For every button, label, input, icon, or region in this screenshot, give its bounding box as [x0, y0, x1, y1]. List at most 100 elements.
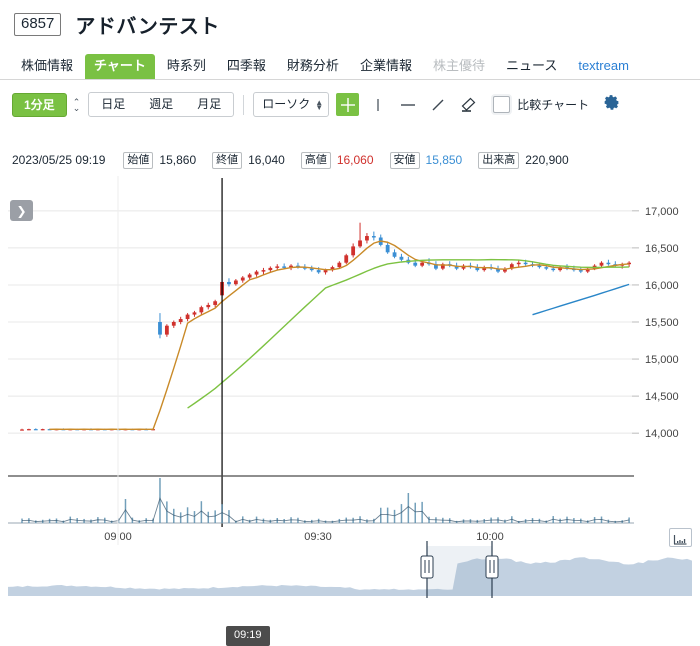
candle-body — [558, 267, 563, 271]
tab-textream[interactable]: textream — [578, 58, 629, 73]
period-button-group: 日足 週足 月足 — [88, 92, 235, 117]
candle-body — [289, 265, 293, 268]
chevron-updown-icon: ▲ ▼ — [315, 97, 324, 112]
candle-body — [282, 266, 287, 268]
stepper-down-icon[interactable]: ⌄ — [72, 102, 81, 113]
candle-body — [344, 255, 349, 263]
period-monthly[interactable]: 月足 — [197, 97, 222, 111]
vertical-line-tool-button[interactable] — [366, 93, 389, 116]
candle-body — [40, 429, 45, 431]
ohlc-info-bar: 2023/05/25 09:19 始値 15,860 終値 16,040 高値 … — [0, 147, 700, 173]
candle-body — [392, 252, 397, 257]
stepper-up-icon[interactable]: ⌃ — [72, 96, 81, 107]
candle-body — [323, 270, 328, 273]
y-axis-label: 14,500 — [645, 391, 679, 403]
y-axis-label: 15,000 — [645, 354, 679, 366]
candle-body — [551, 268, 556, 271]
settings-button[interactable] — [604, 94, 621, 116]
candle-body — [227, 281, 231, 285]
tab-financials[interactable]: 財務分析 — [286, 58, 339, 73]
candle-body — [240, 277, 245, 281]
chart-icon — [673, 535, 687, 545]
y-axis-label: 14,000 — [645, 428, 679, 440]
eraser-tool-button[interactable] — [456, 93, 479, 116]
info-close: 終値 16,040 — [212, 151, 285, 169]
candle-body — [302, 267, 307, 269]
candle-body — [337, 262, 342, 268]
candle-body — [503, 268, 507, 272]
candle-body — [309, 268, 314, 271]
compare-chart-checkbox[interactable] — [493, 96, 511, 113]
horizontal-line-tool-button[interactable] — [396, 93, 419, 116]
candle-body — [351, 246, 356, 256]
interval-tick-button[interactable]: 1分足 — [12, 92, 67, 117]
period-weekly[interactable]: 週足 — [149, 97, 174, 111]
tab-chart[interactable]: チャート — [85, 54, 155, 79]
x-axis-label: 09:30 — [304, 531, 332, 543]
chevron-right-icon: ❯ — [16, 203, 27, 218]
candle-body — [420, 262, 425, 266]
tab-company-info[interactable]: 企業情報 — [359, 58, 412, 73]
y-axis-label: 15,500 — [645, 317, 679, 329]
moving-average-line — [49, 240, 630, 431]
chart-type-value: ローソク — [262, 97, 311, 111]
info-open-label: 始値 — [123, 151, 154, 169]
price-chart-svg[interactable]: 17,000 16,500 16,000 15,500 15,000 14,500 14,0… — [0, 176, 700, 599]
tab-stock-info[interactable]: 株価情報 — [21, 58, 74, 73]
candle-body — [399, 256, 404, 260]
mini-chart-toggle-button[interactable] — [669, 528, 692, 547]
candle-body — [523, 262, 528, 265]
candle-body — [233, 280, 238, 285]
candle-body — [509, 264, 514, 269]
candle-body — [199, 307, 204, 313]
volume-outline — [21, 497, 630, 523]
x-axis-label: 10:00 — [476, 531, 504, 543]
info-low-label: 安値 — [389, 151, 420, 169]
info-high-label: 高値 — [300, 151, 331, 169]
info-volume: 出来高 220,900 — [478, 151, 569, 169]
candle-body — [434, 264, 438, 269]
info-close-value: 16,040 — [248, 153, 285, 167]
tab-shikiho[interactable]: 四季報 — [226, 58, 266, 73]
info-low-value: 15,850 — [425, 153, 463, 167]
candle-body — [440, 264, 445, 269]
expand-panel-button[interactable]: ❯ — [10, 200, 33, 221]
interval-stepper[interactable]: ⌃ ⌄ — [72, 96, 81, 113]
candle-body — [482, 267, 487, 271]
candle-body — [516, 262, 521, 265]
chart-background — [0, 176, 700, 599]
candle-body — [158, 322, 162, 335]
range-handle-left — [420, 555, 434, 579]
chart-type-select[interactable]: ローソク ▲ ▼ — [253, 92, 330, 117]
period-daily[interactable]: 日足 — [101, 97, 126, 111]
candle-body — [316, 270, 321, 273]
diagonal-line-icon — [432, 99, 444, 110]
info-close-label: 終値 — [212, 151, 243, 169]
candle-body — [247, 274, 252, 278]
info-low: 安値 15,850 — [389, 151, 463, 169]
candle-body — [606, 262, 611, 265]
tab-timeseries[interactable]: 時系列 — [166, 58, 206, 73]
candle-body — [454, 265, 459, 269]
candle-body — [627, 262, 631, 265]
horizontal-line-icon — [400, 103, 415, 106]
candle-body — [413, 262, 418, 266]
candle-body — [371, 236, 376, 238]
compare-chart-label: 比較チャート — [517, 98, 590, 112]
candle-body — [261, 270, 266, 272]
eraser-icon — [461, 97, 476, 112]
chart-toolbar: 1分足 ⌃ ⌄ 日足 週足 月足 ローソク ▲ ▼ — [0, 82, 700, 127]
tab-news[interactable]: ニュース — [505, 58, 558, 73]
info-high-value: 16,060 — [336, 153, 374, 167]
candle-body — [27, 429, 31, 431]
crosshair-tool-button[interactable] — [336, 93, 360, 116]
compare-chart-control[interactable]: 比較チャート — [493, 96, 589, 113]
candle-body — [578, 270, 583, 272]
candle-body — [185, 314, 190, 320]
candle-body — [585, 268, 590, 272]
chart-canvas-area[interactable]: 17,000 16,500 16,000 15,500 15,000 14,500 14,0… — [0, 176, 700, 646]
nav-tabs: 株価情報 チャート 時系列 四季報 財務分析 企業情報 株主優待 ニュース te… — [0, 50, 700, 79]
trendline-tool-button[interactable] — [426, 93, 449, 116]
candle-body — [599, 262, 604, 266]
candle-body — [171, 322, 176, 326]
